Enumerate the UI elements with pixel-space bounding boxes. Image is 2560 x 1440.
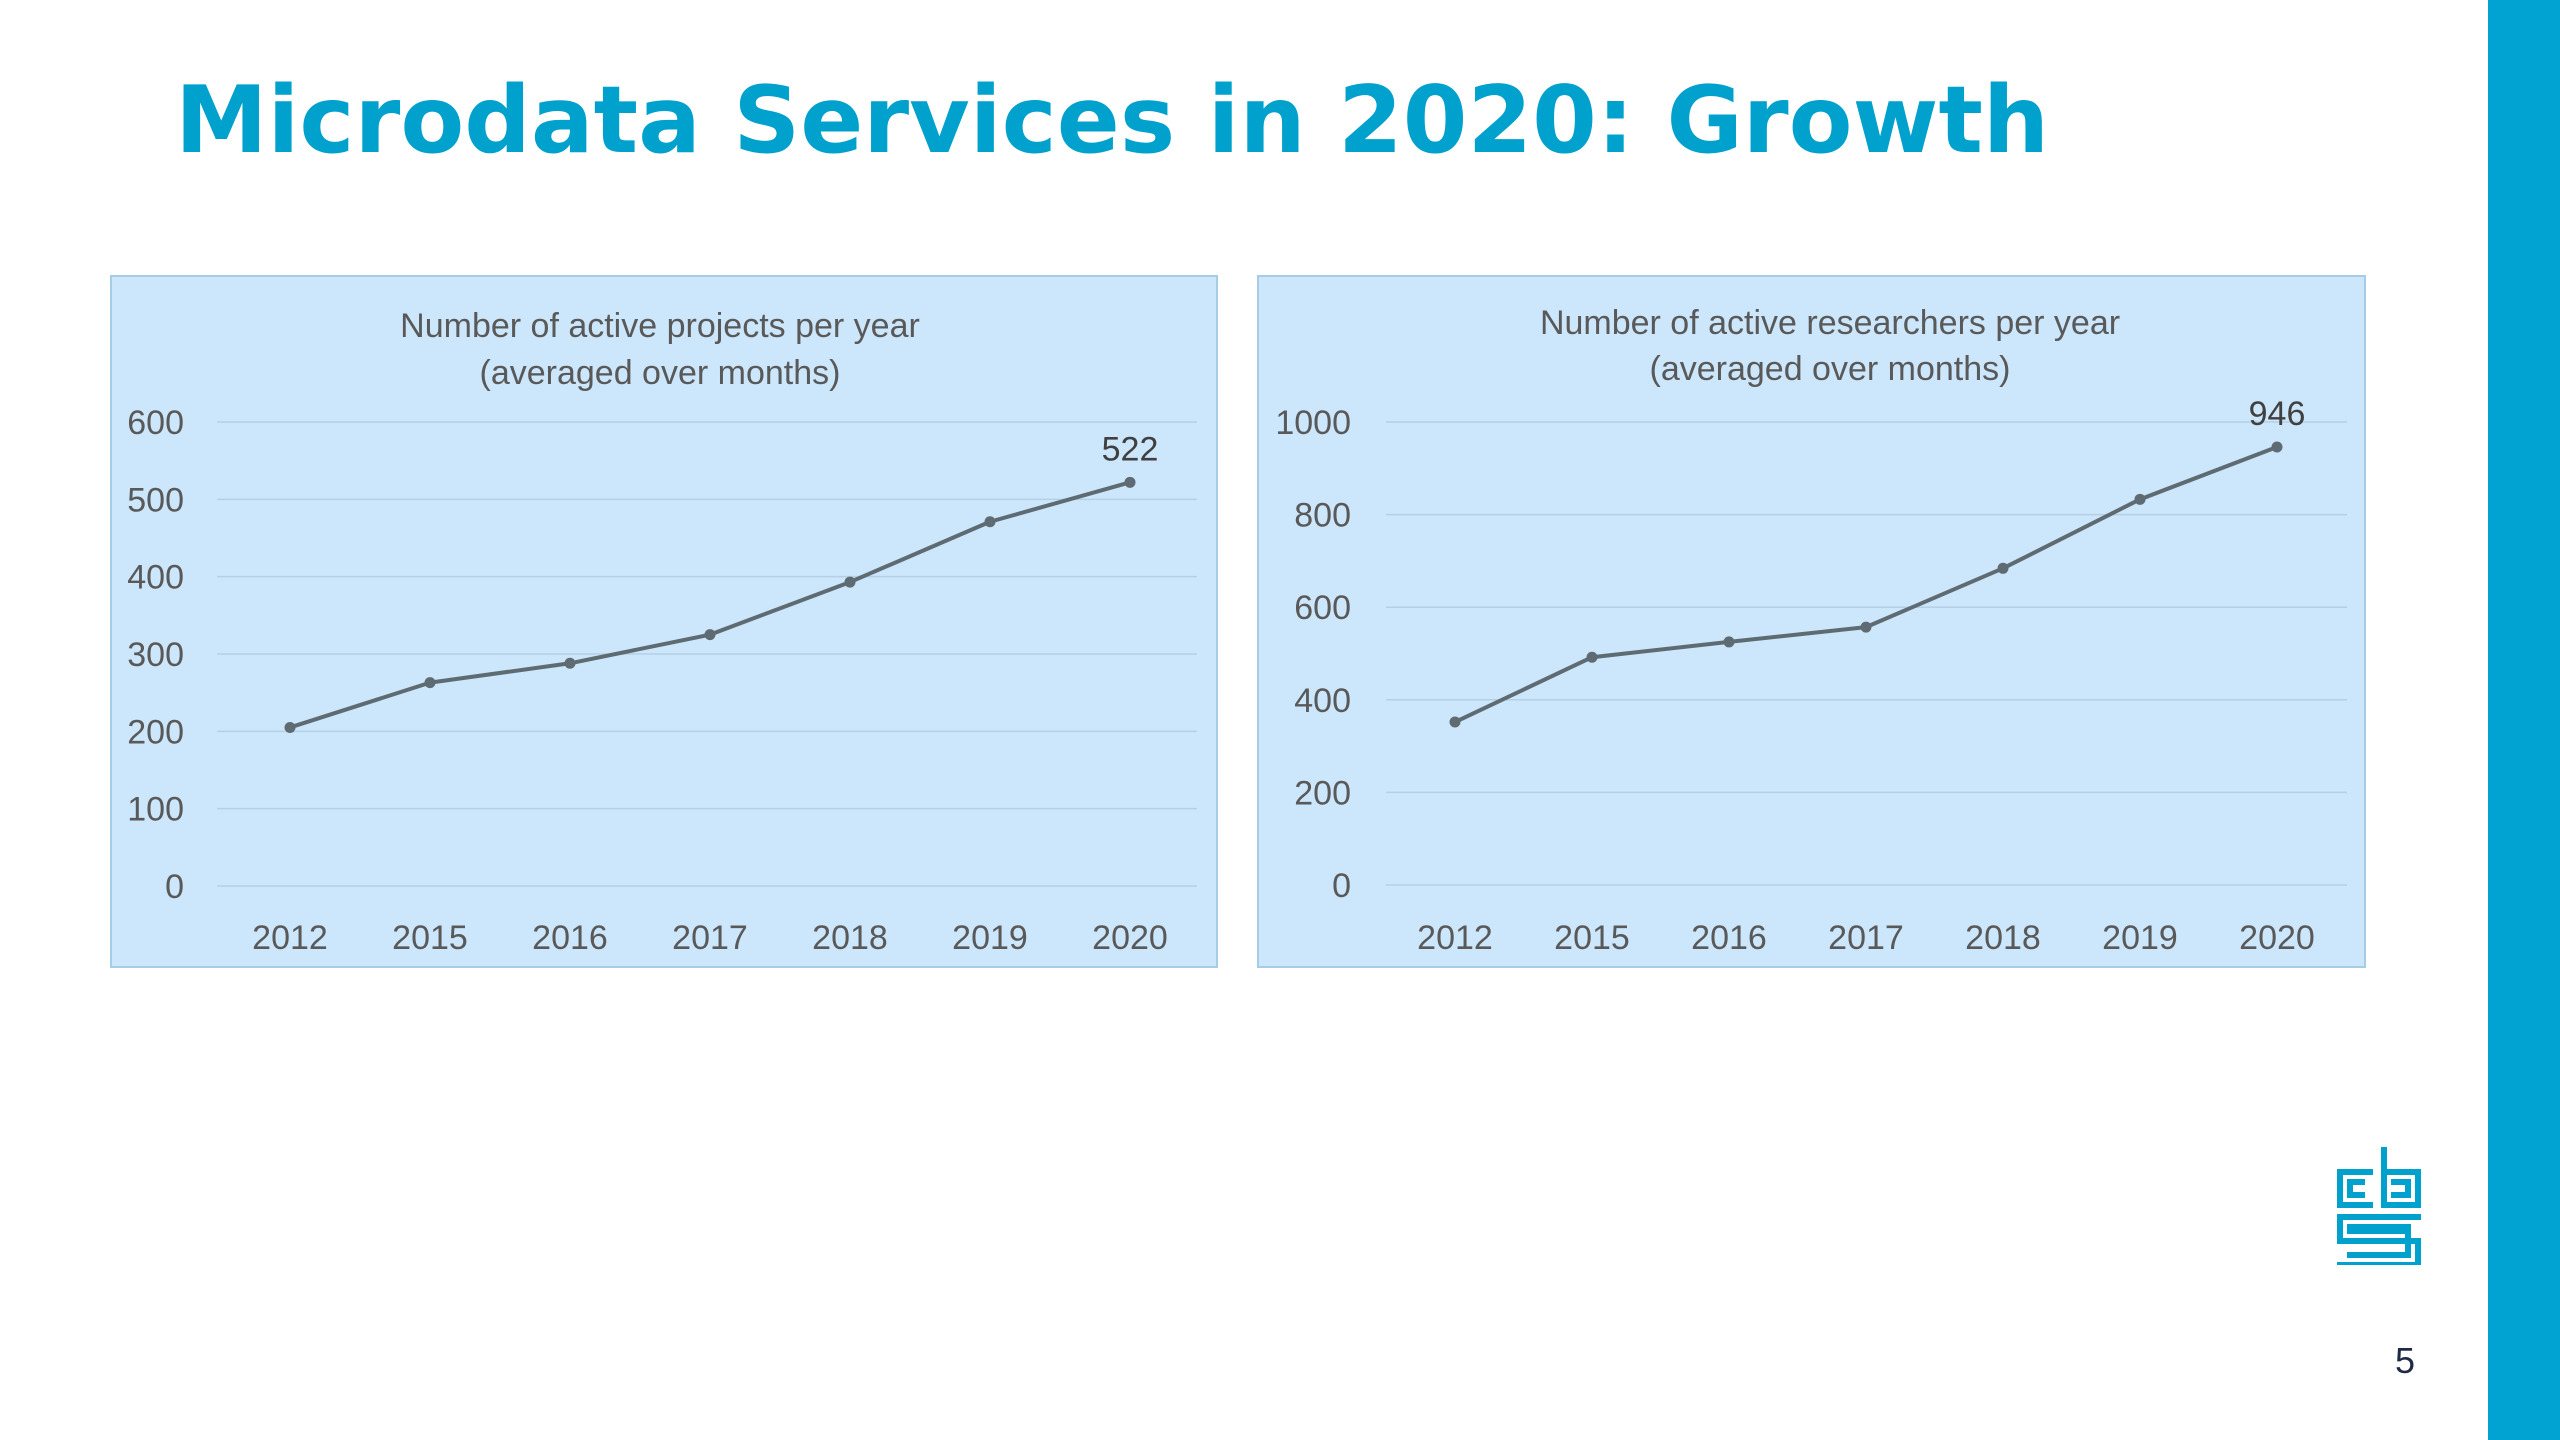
slide-title: Microdata Services in 2020: Growth bbox=[175, 66, 2050, 174]
data-point bbox=[284, 721, 296, 733]
x-tick-label: 2015 bbox=[1554, 919, 1630, 957]
series-line bbox=[288, 480, 1132, 730]
y-tick-label: 400 bbox=[1294, 682, 1351, 720]
y-tick-label: 0 bbox=[1332, 867, 1351, 905]
x-tick-label: 2017 bbox=[1828, 919, 1904, 957]
y-tick-label: 100 bbox=[127, 791, 184, 829]
chart-title: Number of active researchers per year bbox=[1540, 304, 2120, 342]
x-tick-label: 2018 bbox=[1965, 919, 2041, 957]
y-tick-label: 200 bbox=[1294, 774, 1351, 812]
data-point bbox=[704, 629, 716, 641]
x-tick-label: 2019 bbox=[952, 919, 1028, 957]
data-point bbox=[564, 657, 576, 669]
x-tick-label: 2020 bbox=[1092, 919, 1168, 957]
y-tick-label: 200 bbox=[127, 713, 184, 751]
data-point bbox=[2271, 441, 2283, 453]
data-label: 522 bbox=[1102, 430, 1159, 468]
y-tick-label: 0 bbox=[165, 868, 184, 906]
y-tick-label: 600 bbox=[127, 404, 184, 442]
x-tick-label: 2015 bbox=[392, 919, 468, 957]
series-line bbox=[1453, 445, 2279, 725]
x-tick-label: 2016 bbox=[532, 919, 608, 957]
y-tick-label: 500 bbox=[127, 481, 184, 519]
chart-svg: Number of active researchers per year (a… bbox=[1275, 304, 2347, 957]
x-tick-label: 2017 bbox=[672, 919, 748, 957]
accent-sidebar bbox=[2488, 0, 2560, 1440]
data-point bbox=[1997, 562, 2009, 574]
cbs-logo bbox=[2320, 1125, 2440, 1285]
cbs-logo-icon bbox=[2337, 1147, 2421, 1265]
chart-subtitle: (averaged over months) bbox=[480, 354, 841, 392]
x-tick-label: 2016 bbox=[1691, 919, 1767, 957]
data-point bbox=[424, 677, 436, 689]
x-axis-ticks: 2012 2015 2016 2017 2018 2019 2020 bbox=[1417, 919, 2315, 957]
data-point bbox=[1449, 716, 1461, 728]
x-axis-ticks: 2012 2015 2016 2017 2018 2019 2020 bbox=[252, 919, 1168, 957]
y-tick-label: 300 bbox=[127, 636, 184, 674]
series-layer: 946 bbox=[1449, 395, 2306, 728]
page-number: 5 bbox=[2394, 1340, 2416, 1381]
x-tick-label: 2020 bbox=[2239, 919, 2315, 957]
data-point bbox=[1860, 621, 1872, 633]
data-point bbox=[1586, 651, 1598, 663]
y-axis-ticks: 0 100 200 300 400 500 600 bbox=[127, 404, 184, 906]
data-point bbox=[2134, 493, 2146, 505]
x-tick-label: 2012 bbox=[252, 919, 328, 957]
data-point bbox=[844, 576, 856, 588]
chart-active-researchers: Number of active researchers per year (a… bbox=[1257, 275, 2366, 968]
data-point bbox=[984, 516, 996, 528]
y-tick-label: 400 bbox=[127, 559, 184, 597]
grid-lines bbox=[217, 421, 1197, 887]
y-tick-label: 1000 bbox=[1275, 404, 1351, 442]
chart-active-projects: Number of active projects per year (aver… bbox=[110, 275, 1218, 968]
y-tick-label: 600 bbox=[1294, 589, 1351, 627]
series-layer: 522 bbox=[284, 430, 1159, 733]
y-tick-label: 800 bbox=[1294, 497, 1351, 535]
data-point bbox=[1723, 636, 1735, 648]
grid-lines bbox=[1386, 421, 2347, 886]
data-point bbox=[1124, 476, 1136, 488]
y-axis-ticks: 0 200 400 600 800 1000 bbox=[1275, 404, 1351, 905]
x-tick-label: 2018 bbox=[812, 919, 888, 957]
x-tick-label: 2019 bbox=[2102, 919, 2178, 957]
data-label: 946 bbox=[2249, 395, 2306, 433]
chart-svg: Number of active projects per year (aver… bbox=[127, 307, 1197, 957]
x-tick-label: 2012 bbox=[1417, 919, 1493, 957]
chart-title: Number of active projects per year bbox=[400, 307, 920, 345]
chart-subtitle: (averaged over months) bbox=[1650, 350, 2011, 388]
